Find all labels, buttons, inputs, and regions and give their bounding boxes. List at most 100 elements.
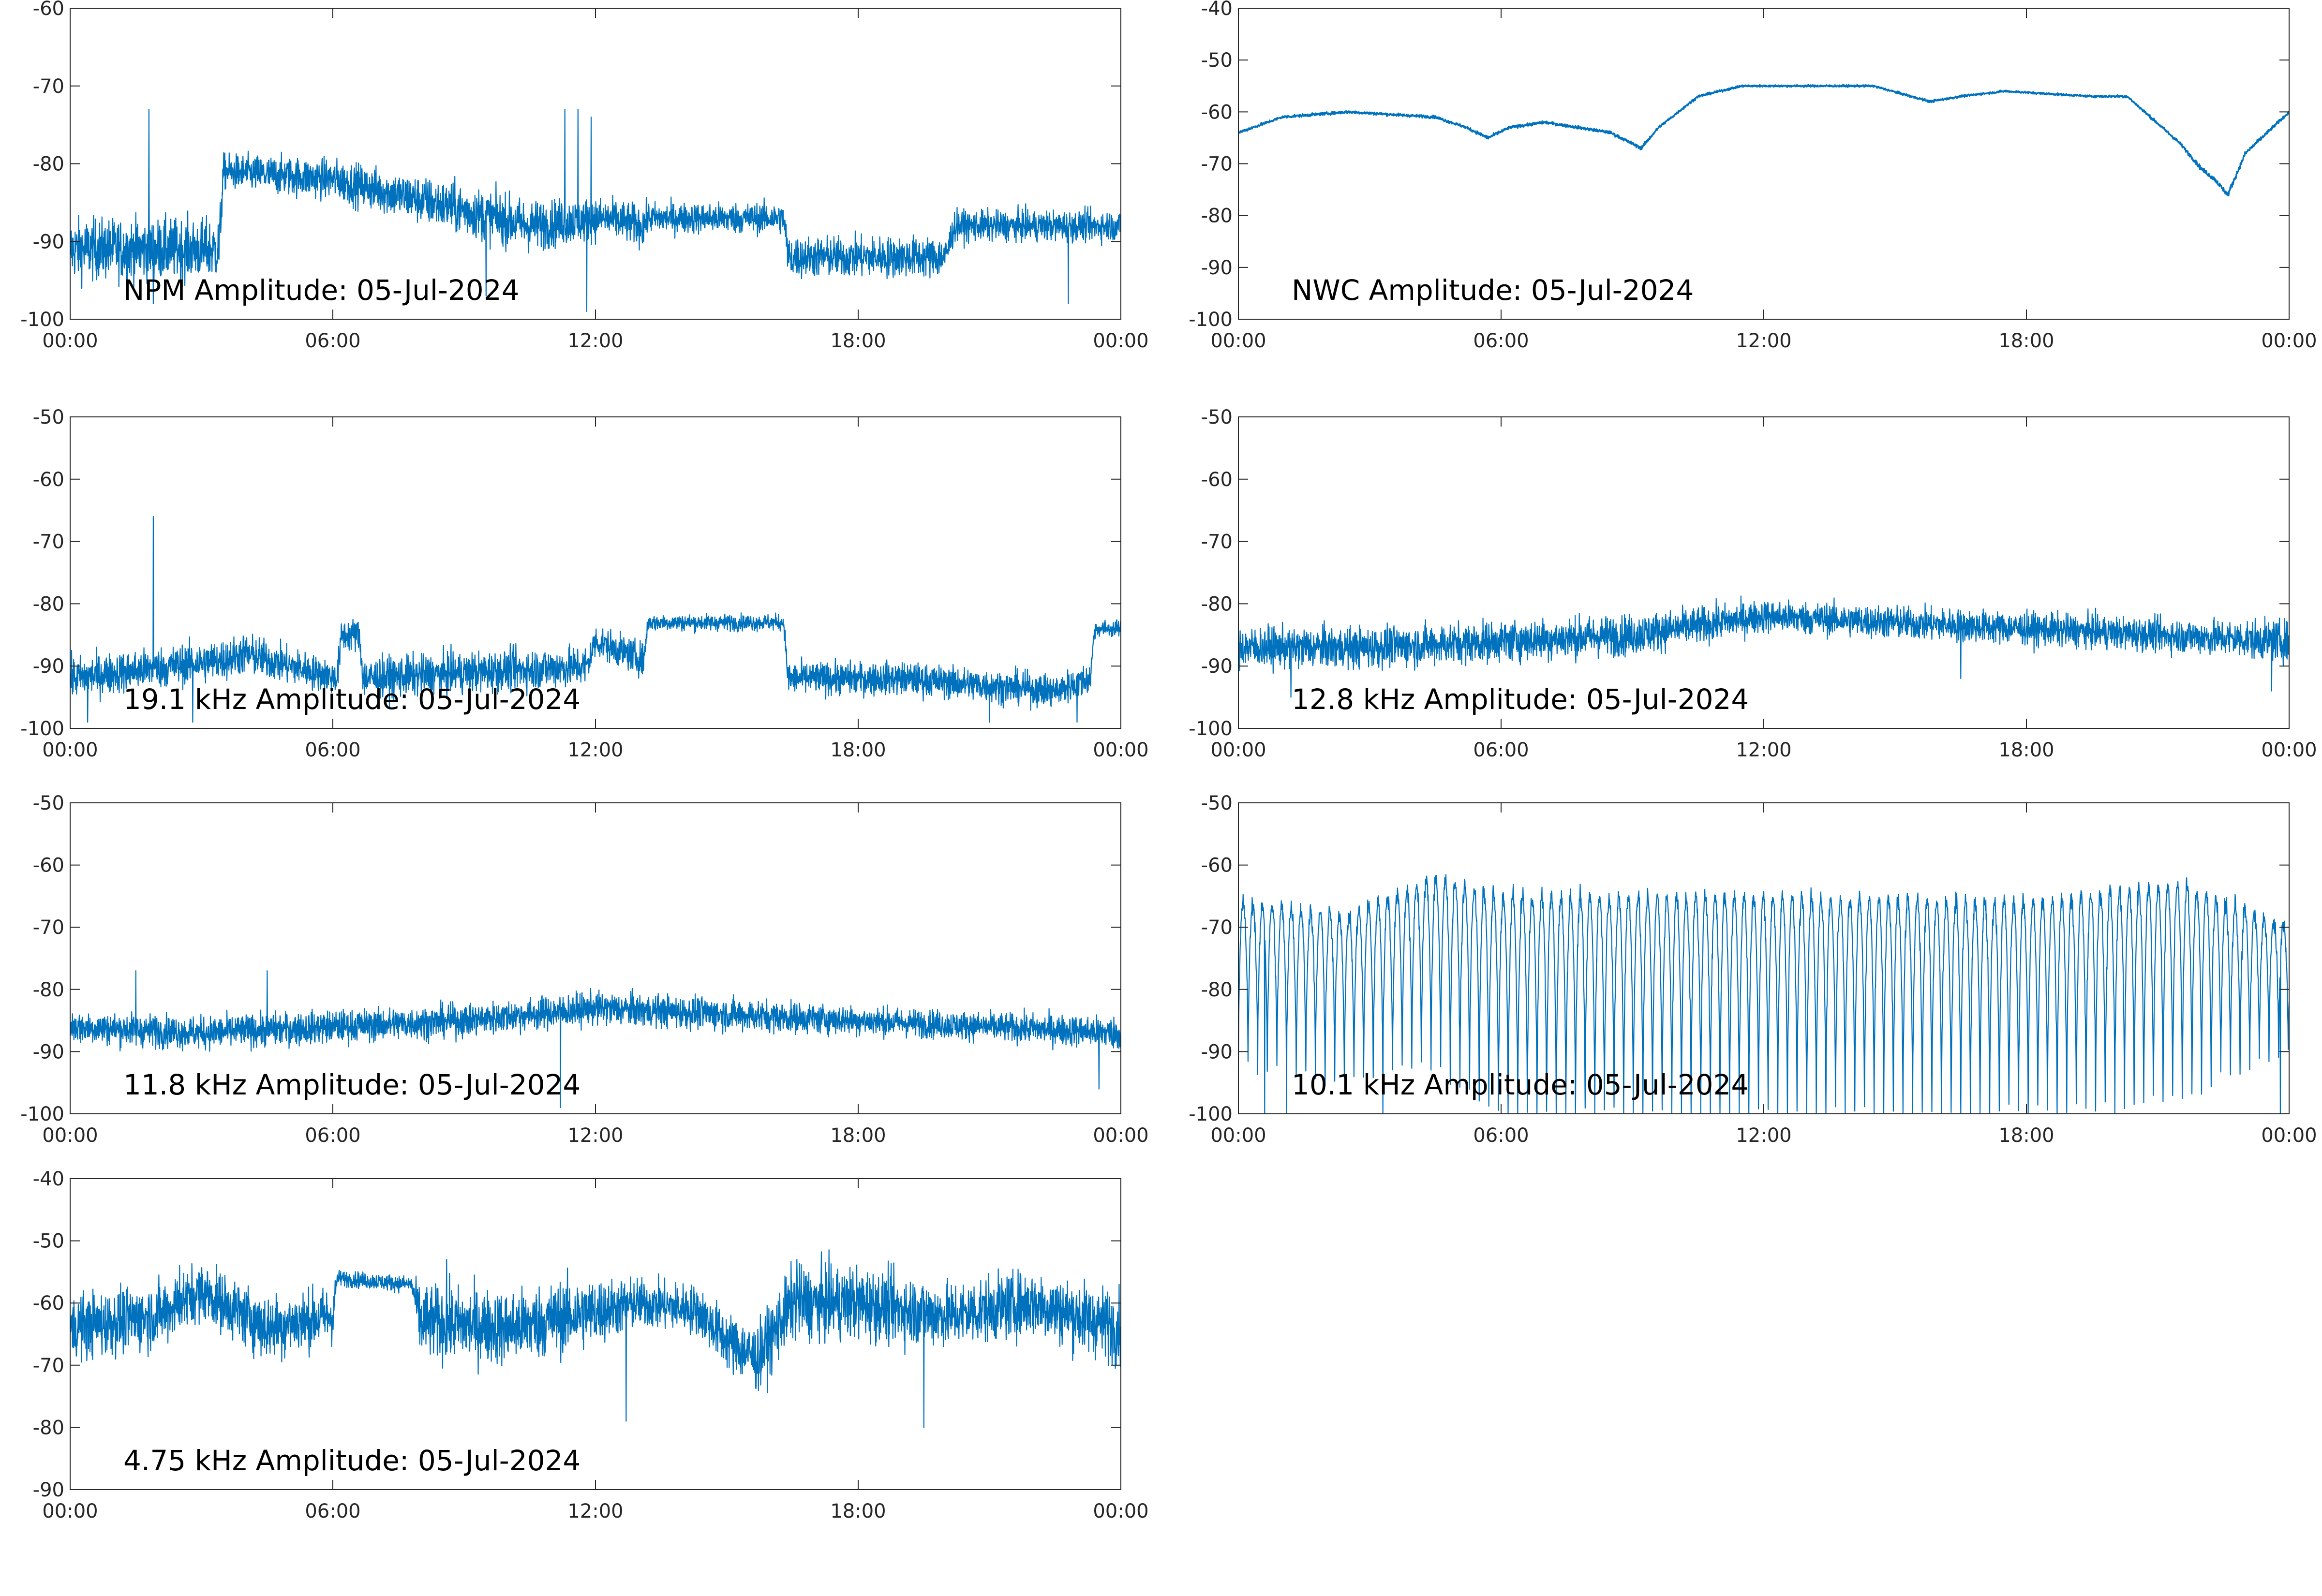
y-tick-label: -60 (1201, 101, 1233, 123)
chart-panel-4: -100 -90 -80 -70 -60 -50 00:00 06:00 12:00 18:00 0… (1189, 406, 2317, 761)
x-tick-label: 00:00 (1093, 1500, 1148, 1522)
y-tick-label: -70 (1201, 531, 1233, 553)
y-tick-label: -90 (1201, 1041, 1233, 1063)
x-tick-label: 18:00 (830, 1500, 886, 1522)
y-tick-label: -80 (33, 1417, 64, 1439)
x-tick-label: 12:00 (1736, 330, 1791, 352)
x-tick-label: 00:00 (1093, 1124, 1148, 1147)
chart-panel-7: -90 -80 -70 -60 -50 -40 00:00 06:00 12:00 18:00 00… (33, 1168, 1149, 1522)
x-tick-label: 00:00 (1093, 739, 1148, 761)
chart-panel-6: -100 -90 -80 -70 -60 -50 00:00 06:00 12:00 18:00 0… (1189, 792, 2317, 1147)
y-tick-label: -70 (33, 531, 64, 553)
chart-title: 12.8 kHz Amplitude: 05-Jul-2024 (1292, 683, 1749, 716)
x-tick-label: 06:00 (305, 330, 360, 352)
x-tick-label: 00:00 (1210, 739, 1266, 761)
x-tick-label: 12:00 (567, 1124, 623, 1147)
axes-box (1238, 8, 2290, 320)
axes-box (1238, 416, 2290, 729)
data-series-line (1238, 595, 2289, 698)
y-tick-label: -40 (33, 1168, 64, 1190)
chart-panel-1: -100 -90 -80 -70 -60 00:00 06:00 12:00 18:00 00:0… (20, 0, 1148, 352)
x-tick-label: 00:00 (42, 1124, 98, 1147)
x-tick-label: 06:00 (305, 1500, 360, 1522)
axes-box (70, 802, 1121, 1114)
y-tick-label: -80 (33, 153, 64, 176)
x-tick-label: 06:00 (305, 1124, 360, 1147)
y-tick-label: -70 (33, 916, 64, 939)
y-tick-label: -100 (1189, 309, 1233, 331)
chart-title: 19.1 kHz Amplitude: 05-Jul-2024 (123, 683, 580, 716)
x-tick-label: 18:00 (830, 739, 886, 761)
x-tick-label: 00:00 (42, 330, 98, 352)
y-tick-label: -50 (33, 406, 64, 429)
x-tick-label: 00:00 (2261, 1124, 2317, 1147)
y-tick-label: -80 (33, 979, 64, 1001)
chart-panel-2: -100 -90 -80 -70 -60 -50 -40 00:00 06:00 12:00 18:… (1189, 0, 2317, 352)
y-tick-label: -60 (1201, 855, 1233, 877)
x-tick-label: 12:00 (567, 330, 623, 352)
y-tick-label: -80 (1201, 205, 1233, 227)
y-tick-label: -100 (20, 1103, 64, 1125)
y-tick-label: -60 (33, 0, 64, 20)
x-tick-label: 18:00 (1998, 330, 2054, 352)
y-tick-label: -100 (1189, 1103, 1233, 1125)
chart-panel-3: -100 -90 -80 -70 -60 -50 00:00 06:00 12:00 18:00 0… (20, 406, 1148, 761)
data-series-line (1238, 874, 2289, 1114)
chart-title: 4.75 kHz Amplitude: 05-Jul-2024 (123, 1444, 580, 1477)
x-tick-label: 00:00 (1210, 1124, 1266, 1147)
y-tick-label: -50 (33, 1230, 64, 1253)
data-series-line (1238, 84, 2289, 197)
data-series-line (70, 1249, 1121, 1428)
y-tick-label: -70 (33, 1355, 64, 1377)
y-tick-label: -50 (1201, 49, 1233, 72)
chart-title: NWC Amplitude: 05-Jul-2024 (1292, 274, 1694, 307)
y-tick-label: -50 (1201, 792, 1233, 814)
y-tick-label: -50 (1201, 406, 1233, 429)
x-tick-label: 12:00 (567, 1500, 623, 1522)
y-tick-label: -80 (33, 593, 64, 615)
y-tick-label: -60 (33, 855, 64, 877)
x-tick-label: 18:00 (830, 330, 886, 352)
axes-box (70, 8, 1121, 320)
x-tick-label: 12:00 (1736, 739, 1791, 761)
y-tick-label: -90 (33, 655, 64, 678)
y-tick-label: -40 (1201, 0, 1233, 20)
y-tick-label: -60 (33, 1292, 64, 1315)
y-tick-label: -90 (1201, 257, 1233, 279)
x-tick-label: 18:00 (830, 1124, 886, 1147)
x-tick-label: 00:00 (42, 739, 98, 761)
x-tick-label: 00:00 (1093, 330, 1148, 352)
x-tick-label: 18:00 (1998, 739, 2054, 761)
data-series-line (70, 108, 1121, 312)
y-tick-label: -90 (33, 1479, 64, 1501)
x-tick-label: 00:00 (42, 1500, 98, 1522)
x-tick-label: 00:00 (1210, 330, 1266, 352)
x-tick-label: 18:00 (1998, 1124, 2054, 1147)
x-tick-label: 12:00 (1736, 1124, 1791, 1147)
axes-box (1238, 802, 2290, 1114)
y-tick-label: -60 (33, 469, 64, 491)
x-tick-label: 06:00 (1473, 1124, 1529, 1147)
chart-panel-5: -100 -90 -80 -70 -60 -50 00:00 06:00 12:00 18:00 0… (20, 792, 1148, 1147)
y-tick-label: -70 (1201, 153, 1233, 176)
y-tick-label: -90 (33, 1041, 64, 1063)
chart-title: 11.8 kHz Amplitude: 05-Jul-2024 (123, 1068, 580, 1101)
y-tick-label: -100 (20, 718, 64, 740)
y-tick-label: -50 (33, 792, 64, 814)
chart-title: 10.1 kHz Amplitude: 05-Jul-2024 (1292, 1068, 1749, 1101)
x-tick-label: 00:00 (2261, 739, 2317, 761)
y-tick-label: -100 (20, 309, 64, 331)
y-tick-label: -100 (1189, 718, 1233, 740)
data-series-line (70, 970, 1121, 1108)
y-tick-label: -80 (1201, 593, 1233, 615)
x-tick-label: 12:00 (567, 739, 623, 761)
x-tick-label: 06:00 (1473, 739, 1529, 761)
y-tick-label: -70 (1201, 916, 1233, 939)
y-tick-label: -90 (33, 231, 64, 253)
chart-title: NPM Amplitude: 05-Jul-2024 (123, 274, 520, 307)
y-tick-label: -90 (1201, 655, 1233, 678)
data-series-line (70, 516, 1121, 723)
y-tick-label: -70 (33, 75, 64, 98)
x-tick-label: 06:00 (1473, 330, 1529, 352)
